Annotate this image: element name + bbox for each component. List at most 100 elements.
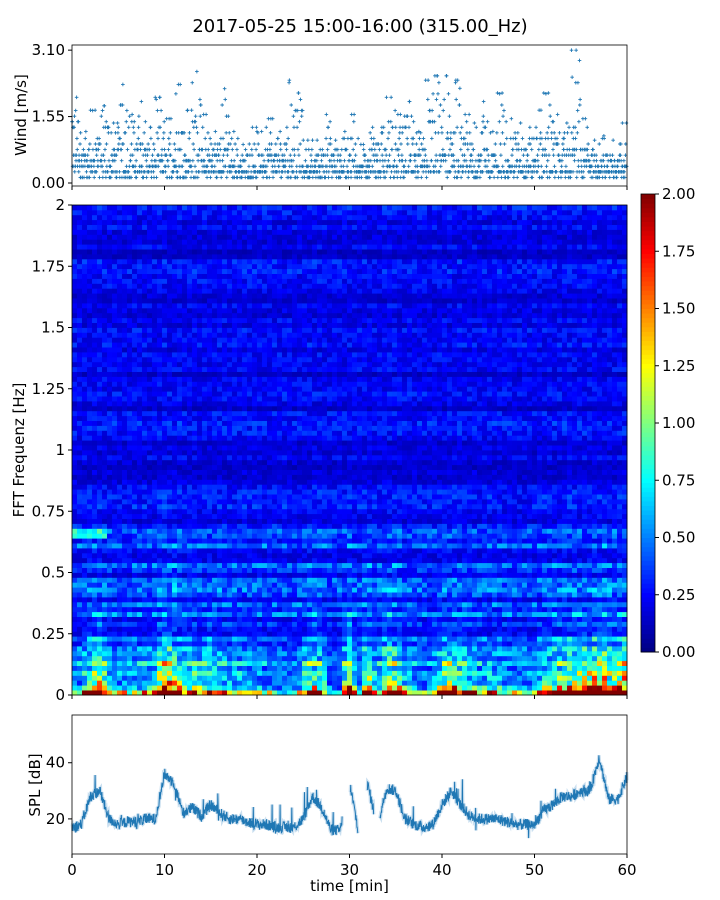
spectrogram-cell <box>172 557 178 564</box>
spectrogram-cell <box>107 489 113 495</box>
spectrogram-cell <box>122 214 128 221</box>
spectrogram-cell <box>167 548 173 554</box>
spectrogram-cell <box>167 646 173 652</box>
spectrogram-cell <box>167 601 173 608</box>
spectrogram-cell <box>117 562 123 568</box>
spectrogram-cell <box>92 489 98 495</box>
spectrogram-cell <box>222 352 228 358</box>
spectrogram-cell <box>197 258 203 265</box>
spectrogram-cell <box>212 582 218 588</box>
spectrogram-cell <box>172 298 178 304</box>
wind-point <box>240 175 244 180</box>
spectrogram-cell <box>222 548 228 554</box>
spectrogram-cell <box>147 317 153 323</box>
spectrogram-cell <box>212 263 218 270</box>
spectrogram-cell <box>112 572 118 578</box>
spectrogram-cell <box>192 332 198 338</box>
wind-point <box>290 164 294 169</box>
spectrogram-cell <box>182 582 188 588</box>
spectrogram-cell <box>197 616 203 622</box>
spectrogram-cell <box>117 361 123 368</box>
spectrogram-cell <box>107 430 113 436</box>
spectrogram-cell <box>167 219 173 225</box>
spectrogram-cell <box>82 474 88 480</box>
spectrogram-cell <box>207 685 213 691</box>
wind-point <box>282 153 286 157</box>
spectrogram-cell <box>157 567 163 573</box>
spectrogram-cell <box>162 420 168 426</box>
spectrogram-cell <box>157 641 163 647</box>
spectrogram-cell <box>167 303 173 309</box>
spectrogram-cell <box>167 425 173 431</box>
spectrogram-cell <box>152 273 158 279</box>
spectrogram-cell <box>82 396 88 402</box>
spectrogram-cell <box>112 616 118 622</box>
spectrogram-cell <box>217 405 223 412</box>
spectrogram-cell <box>207 366 213 372</box>
wind-point <box>562 131 567 135</box>
wind-point <box>74 95 79 100</box>
spectrogram-cell <box>192 405 198 412</box>
wind-point <box>327 170 331 174</box>
spectrogram-cell <box>162 209 168 216</box>
spectrogram-cell <box>227 450 233 456</box>
spectrogram-cell <box>207 356 213 363</box>
spectrogram-cell <box>217 474 223 480</box>
wind-point <box>493 158 498 163</box>
spectrogram-cell <box>102 381 108 387</box>
spectrogram-cell <box>227 303 233 309</box>
spectrogram-cell <box>117 533 123 539</box>
spectrogram-cell <box>157 494 163 500</box>
spectrogram-cell <box>222 494 228 500</box>
spectrogram-cell <box>97 317 103 323</box>
spectrogram-cell <box>212 401 218 407</box>
spectrogram-cell <box>147 347 153 353</box>
spectrogram-cell <box>157 660 163 666</box>
spectrogram-cell <box>107 577 113 583</box>
wind-point <box>206 147 211 152</box>
spectrogram-cell <box>167 582 173 588</box>
spectrogram-cell <box>192 641 198 647</box>
wind-point <box>233 142 237 146</box>
spectrogram-cell <box>97 562 103 568</box>
spectrogram-cell <box>127 641 133 647</box>
spectrogram-cell <box>157 538 163 544</box>
spectrogram-cell <box>92 327 98 333</box>
spectrogram-cell <box>102 587 108 593</box>
spectrogram-cell <box>157 288 163 294</box>
spectrogram-cell <box>152 685 158 691</box>
spectrogram-cell <box>207 405 213 412</box>
spectrogram-cell <box>132 577 138 583</box>
spectrogram-cell <box>87 636 93 642</box>
spectrogram-cell <box>177 332 183 338</box>
wind-point <box>91 147 95 152</box>
wind-point <box>120 103 125 107</box>
spectrogram-cell <box>167 356 173 363</box>
spectrogram-cell <box>207 479 213 485</box>
spectrogram-cell <box>117 425 123 431</box>
spectrogram-cell <box>77 523 83 529</box>
spectrogram-cell <box>152 209 158 216</box>
wind-ylabel: Wind [m/s] <box>12 74 30 156</box>
spectrogram-cell <box>187 381 193 387</box>
spectrogram-cell <box>192 376 198 382</box>
spectrogram-cell <box>222 454 228 461</box>
spectrogram-cell <box>102 298 108 304</box>
spectrogram-cell <box>172 592 178 598</box>
wind-point <box>196 158 200 163</box>
spectrogram-cell <box>187 606 193 613</box>
spectrogram-cell <box>122 430 128 436</box>
spectrogram-cell <box>172 469 178 475</box>
wind-point <box>241 142 245 147</box>
spectrogram-cell <box>167 209 173 216</box>
spectrogram-cell <box>197 454 203 461</box>
spectrogram-cell <box>142 646 148 652</box>
spectrogram-cell <box>97 268 103 274</box>
spectrogram-cell <box>162 239 168 245</box>
wind-point <box>83 136 88 141</box>
spectrogram-cell <box>97 479 103 485</box>
wind-point <box>431 92 435 96</box>
spectrogram-cell <box>167 587 173 593</box>
spectrogram-cell <box>77 592 83 598</box>
wind-point <box>413 158 417 163</box>
